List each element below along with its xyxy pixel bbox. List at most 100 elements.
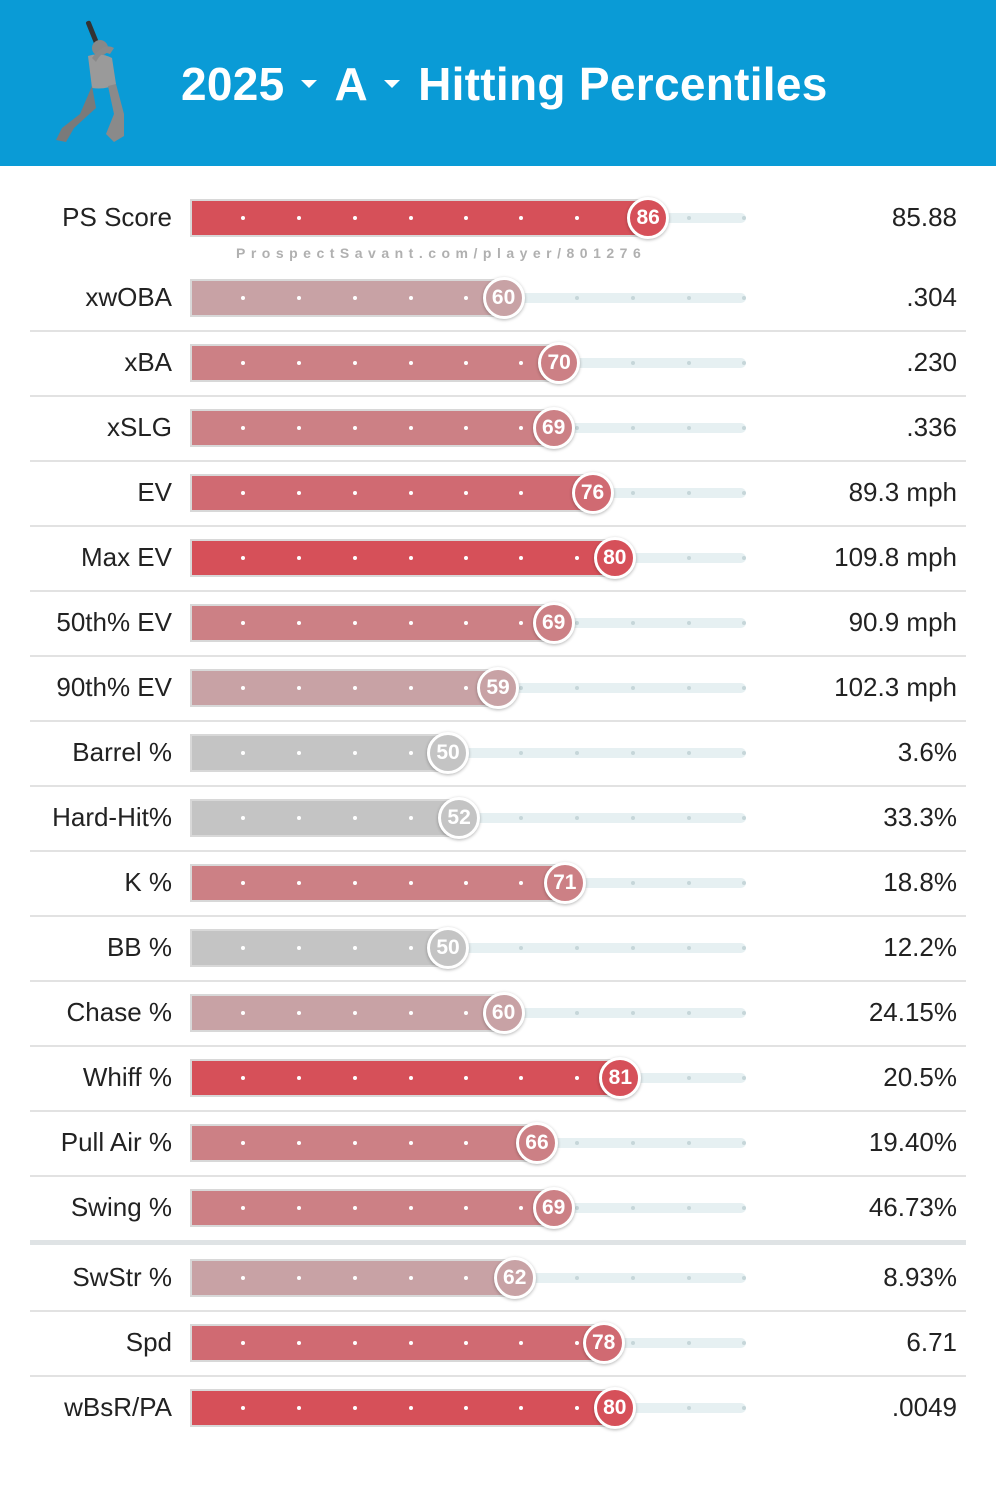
tick-dot xyxy=(631,1206,635,1210)
percentile-badge: 69 xyxy=(532,602,575,644)
row-divider xyxy=(30,460,966,462)
tick-dot xyxy=(464,426,468,430)
row-divider xyxy=(30,590,966,592)
percentile-bar xyxy=(190,1389,615,1427)
batter-silhouette-icon xyxy=(56,20,124,142)
tick-dot xyxy=(409,1276,413,1280)
tick-dot xyxy=(519,686,523,690)
metric-value: 90.9 mph xyxy=(848,607,957,637)
tick-dot xyxy=(241,216,245,220)
tick-dot xyxy=(575,556,579,560)
metric-value: 102.3 mph xyxy=(834,672,957,702)
tick-dot xyxy=(464,881,468,885)
tick-dot xyxy=(464,1276,468,1280)
tick-dot xyxy=(575,686,579,690)
tick-dot xyxy=(241,946,245,950)
tick-dot xyxy=(409,751,413,755)
level-dropdown[interactable]: A xyxy=(335,57,419,111)
percentile-row: SwStr % 62 8.93% xyxy=(0,1245,996,1310)
percentile-badge: 86 xyxy=(627,197,670,239)
tick-dot xyxy=(353,816,357,820)
percentile-badge: 71 xyxy=(543,862,586,904)
percentile-row: EV 76 89.3 mph xyxy=(0,460,996,525)
chevron-down-icon xyxy=(384,80,401,88)
tick-dot xyxy=(631,296,635,300)
tick-dot xyxy=(353,556,357,560)
tick-dot xyxy=(409,881,413,885)
tick-dot xyxy=(241,1076,245,1080)
metric-label: xwOBA xyxy=(85,282,172,312)
metric-value: .0049 xyxy=(891,1392,957,1422)
tick-dot xyxy=(742,1276,746,1280)
header-title: 2025 A Hitting Percentiles xyxy=(181,52,828,116)
tick-dot xyxy=(241,1011,245,1015)
metric-value: .304 xyxy=(906,282,957,312)
percentile-row: 90th% EV 59 102.3 mph xyxy=(0,655,996,720)
percentile-badge: 50 xyxy=(427,732,469,774)
tick-dot xyxy=(575,1276,579,1280)
percentile-badge: 80 xyxy=(593,1387,636,1429)
tick-dot xyxy=(409,426,413,430)
tick-dot xyxy=(353,1206,357,1210)
tick-dot xyxy=(297,1276,301,1280)
tick-dot xyxy=(687,491,691,495)
metric-value: .230 xyxy=(906,347,957,377)
tick-dot xyxy=(631,1141,635,1145)
metric-value: 6.71 xyxy=(906,1327,957,1357)
tick-dot xyxy=(241,881,245,885)
metric-label: BB % xyxy=(106,932,172,962)
tick-dot xyxy=(519,216,523,220)
tick-dot xyxy=(575,946,579,950)
tick-dot xyxy=(409,816,413,820)
tick-dot xyxy=(353,491,357,495)
percentile-badge: 60 xyxy=(482,277,525,319)
tick-dot xyxy=(742,556,746,560)
tick-dot xyxy=(687,1141,691,1145)
percentile-bar xyxy=(190,199,649,237)
percentile-row: Whiff % 81 20.5% xyxy=(0,1045,996,1110)
tick-dot xyxy=(464,1011,468,1015)
tick-dot xyxy=(742,621,746,625)
tick-dot xyxy=(631,426,635,430)
tick-dot xyxy=(575,1141,579,1145)
tick-dot xyxy=(742,1011,746,1015)
percentile-badge: 78 xyxy=(582,1322,625,1364)
tick-dot xyxy=(687,1206,691,1210)
metric-value: 33.3% xyxy=(883,802,957,832)
year-dropdown[interactable]: 2025 xyxy=(181,57,335,111)
row-divider xyxy=(30,330,966,332)
tick-dot xyxy=(575,621,579,625)
tick-dot xyxy=(742,216,746,220)
tick-dot xyxy=(409,621,413,625)
tick-dot xyxy=(742,1076,746,1080)
percentile-row: Spd 78 6.71 xyxy=(0,1310,996,1375)
tick-dot xyxy=(687,686,691,690)
percentile-row: Chase % 60 24.15% xyxy=(0,980,996,1045)
tick-dot xyxy=(687,1076,691,1080)
tick-dot xyxy=(353,1141,357,1145)
tick-dot xyxy=(241,1276,245,1280)
metric-label: wBsR/PA xyxy=(64,1392,172,1422)
tick-dot xyxy=(631,751,635,755)
tick-dot xyxy=(297,491,301,495)
tick-dot xyxy=(687,556,691,560)
tick-dot xyxy=(409,1141,413,1145)
percentile-row: Max EV 80 109.8 mph xyxy=(0,525,996,590)
tick-dot xyxy=(519,491,523,495)
percentile-bar xyxy=(190,539,615,577)
tick-dot xyxy=(297,361,301,365)
tick-dot xyxy=(631,881,635,885)
row-divider xyxy=(30,850,966,852)
tick-dot xyxy=(575,1076,579,1080)
tick-dot xyxy=(631,621,635,625)
tick-dot xyxy=(575,1011,579,1015)
tick-dot xyxy=(241,1206,245,1210)
tick-dot xyxy=(297,1011,301,1015)
tick-dot xyxy=(631,361,635,365)
tick-dot xyxy=(742,1406,746,1410)
percentile-row: K % 71 18.8% xyxy=(0,850,996,915)
metric-label: 50th% EV xyxy=(56,607,172,637)
tick-dot xyxy=(687,426,691,430)
tick-dot xyxy=(241,1406,245,1410)
watermark-url: ProspectSavant.com/player/801276 xyxy=(236,245,647,261)
